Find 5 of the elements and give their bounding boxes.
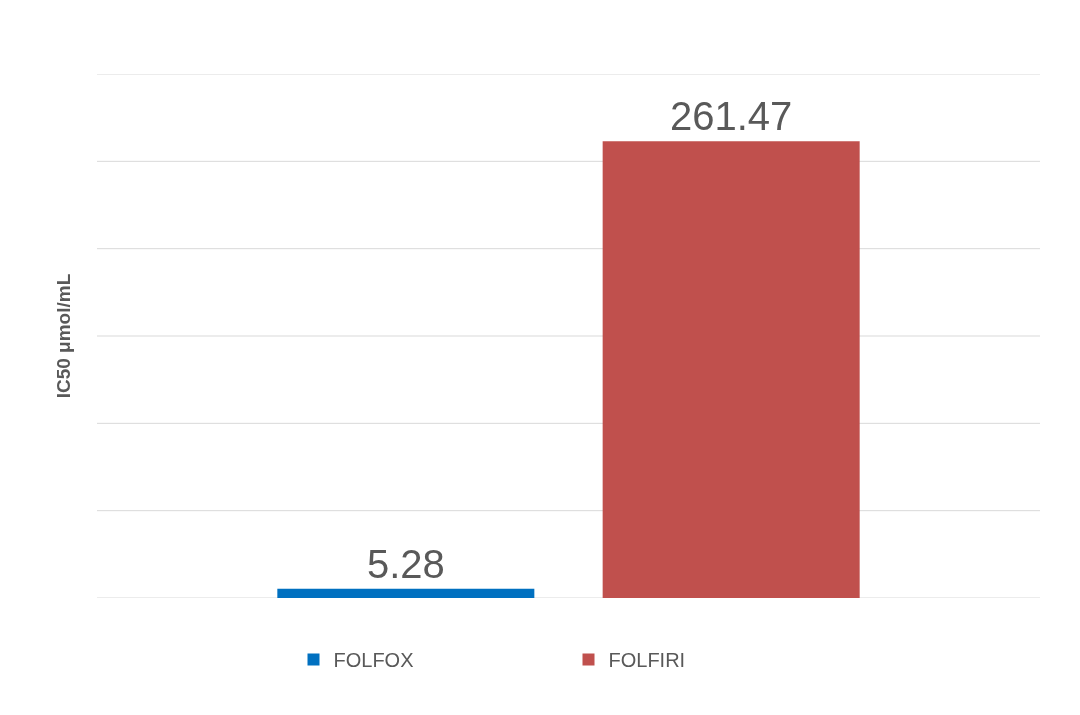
legend-label: FOLFOX: [333, 649, 414, 672]
legend-label: FOLFIRI: [608, 649, 686, 672]
y-axis-title: IC50 μmol/mL: [52, 273, 74, 399]
data-label: 261.47: [669, 94, 793, 139]
data-label: 5.28: [366, 541, 445, 586]
